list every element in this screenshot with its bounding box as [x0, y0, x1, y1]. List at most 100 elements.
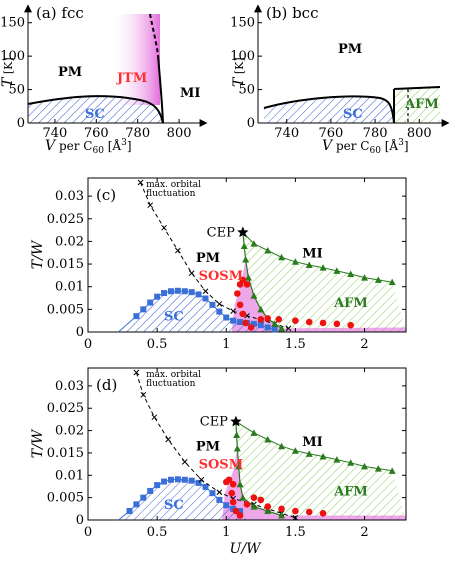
panel-a-mi-boundary-dashed: [149, 13, 159, 56]
afm-edge-point: [233, 431, 241, 439]
panel-a-sc-dome: [28, 96, 163, 123]
max-orbital-label: max. orbital: [146, 180, 201, 190]
x-tick-label: 760: [84, 126, 109, 141]
orbital-fluctuation-point: [147, 202, 154, 209]
orbital-fluctuation-point: [198, 476, 205, 483]
afm-point: [250, 240, 258, 247]
orbital-fluctuation-point: [133, 369, 140, 376]
y-tick-label: 50: [8, 83, 25, 98]
y-tick-label: 0: [76, 513, 84, 528]
orbital-fluctuation-point: [188, 270, 195, 276]
sosm-point: [319, 319, 327, 327]
cep-star: [237, 226, 249, 238]
sc-point: [147, 299, 154, 306]
sc-point: [126, 508, 133, 515]
afm-edge-point: [240, 242, 248, 249]
panel-a-label: (a) fcc: [36, 4, 84, 22]
afm-point: [347, 270, 355, 278]
panel-d: 0 0.5 1 1.5 2 0 0.005 0.01 0.015 0.02 0.025 0.03 (d)…: [30, 367, 407, 540]
orbital-fluctuation-point: [202, 288, 209, 295]
fluctuation-label: fluctuation: [146, 189, 196, 199]
panel-b-afm-region: [394, 87, 440, 123]
cep-star: [230, 415, 242, 427]
afm-edge-point: [233, 444, 241, 452]
sc-point: [147, 487, 154, 494]
afm-point: [264, 246, 272, 254]
orbital-fluctuation-point: [140, 391, 147, 398]
afm-edge-point: [250, 503, 258, 510]
y-tick-label: 0.005: [47, 302, 84, 317]
sosm-point: [264, 503, 272, 510]
afm-point: [250, 429, 258, 436]
sc-point: [216, 308, 223, 315]
orbital-fluctuation-point: [161, 224, 167, 231]
panel-b-ylabel: T [K]: [231, 57, 247, 87]
afm-point: [291, 447, 299, 454]
orbital-fluctuation-point: [285, 325, 292, 332]
sosm-point: [232, 507, 240, 515]
panel-b-label: (b) bcc: [266, 4, 318, 22]
sc-point: [161, 290, 168, 297]
afm-edge-point: [239, 494, 247, 501]
afm-point: [319, 453, 327, 460]
y-tick-label: 0.01: [55, 468, 84, 483]
sosm-point: [243, 281, 251, 288]
panel-a-sc-boundary: [27, 95, 164, 124]
x-tick-label: 1: [222, 337, 230, 352]
x-tick-label: 800: [167, 126, 192, 141]
sc-point: [140, 306, 147, 313]
sc-point: [133, 313, 140, 320]
x-tick-label: 1: [222, 525, 230, 540]
sc-region: [118, 479, 248, 520]
x-tick-label: 0: [84, 525, 92, 540]
x-axis-label-uw: U/W: [230, 541, 263, 557]
sosm-point: [257, 496, 265, 504]
panel-a-jtm-region: [110, 14, 160, 105]
afm-point: [374, 276, 382, 283]
afm-point: [388, 467, 396, 474]
afm-point: [305, 261, 313, 268]
region-sosm-label: SOSM: [199, 269, 244, 284]
y-axis-label: T/W: [30, 428, 46, 458]
plot-frame: [87, 367, 407, 521]
panel-b-region-sc: SC: [343, 107, 363, 122]
afm-point: [361, 462, 369, 470]
y-tick-label: 0.015: [47, 446, 84, 461]
orbital-fluctuation-point: [292, 514, 299, 521]
sc-point: [223, 314, 230, 321]
region-pm-label: PM: [196, 251, 220, 266]
sc-point: [223, 502, 230, 509]
x-tick-label: 2: [360, 337, 368, 352]
panel-a-xlabel: V per C60 [Å3]: [45, 138, 132, 156]
sosm-point: [243, 501, 251, 508]
sc-point: [154, 293, 161, 300]
sc-point: [264, 324, 271, 331]
afm-point: [333, 456, 341, 463]
sosm-point: [292, 507, 299, 515]
sosm-point: [305, 508, 313, 516]
afm-region: [235, 421, 406, 520]
y-tick-label: 0: [17, 116, 25, 131]
x-tick-label: 780: [363, 126, 388, 141]
cep-label: CEP: [200, 415, 228, 430]
sc-point: [230, 317, 237, 324]
orbital-fluctuation-point: [216, 489, 223, 496]
afm-edge-point: [236, 480, 244, 488]
afm-point: [361, 274, 369, 281]
panel-a-ylabel: T [K]: [0, 57, 16, 87]
panel-b-sc-dome: [264, 96, 394, 123]
sc-point: [174, 476, 181, 483]
region-mi-label: MI: [302, 435, 322, 450]
region-afm-label: AFM: [333, 296, 368, 311]
region-mi-label: MI: [302, 246, 322, 261]
y-tick-label: 100: [0, 49, 25, 64]
y-tick-label: 150: [230, 16, 255, 31]
sosm-point: [236, 512, 244, 519]
afm-point: [333, 267, 341, 274]
y-tick-label: 50: [238, 83, 255, 98]
fluctuation-label: fluctuation: [146, 379, 196, 389]
panel-label: (d): [96, 376, 117, 394]
panel-b-region-pm: PM: [338, 42, 362, 57]
panel-label: (c): [96, 186, 116, 204]
